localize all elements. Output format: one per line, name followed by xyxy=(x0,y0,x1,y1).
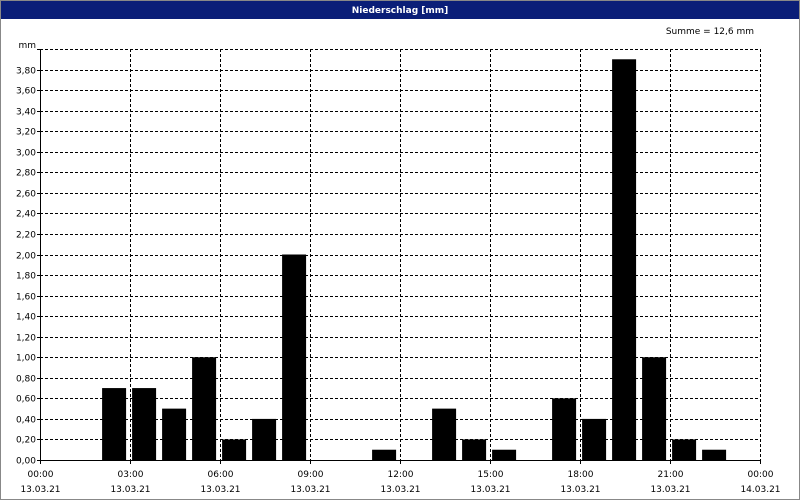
x-tick-label: 00:00 xyxy=(28,470,54,480)
y-tick-label: 1,00 xyxy=(16,354,36,364)
x-tick-date: 13.03.21 xyxy=(470,485,510,495)
x-tick-date: 13.03.21 xyxy=(560,485,600,495)
bar xyxy=(222,439,247,460)
bar xyxy=(552,398,577,460)
y-tick-label: 0,80 xyxy=(16,375,36,385)
x-tick-date: 13.03.21 xyxy=(200,485,240,495)
y-tick-label: 3,80 xyxy=(16,67,36,77)
y-tick-label: 1,20 xyxy=(16,334,36,344)
x-tick-date: 13.03.21 xyxy=(650,485,690,495)
bar xyxy=(252,418,277,460)
y-tick-label: 1,80 xyxy=(16,272,36,282)
y-tick-label: 2,40 xyxy=(16,210,36,220)
x-tick-label: 09:00 xyxy=(298,470,324,480)
y-tick-label: 2,00 xyxy=(16,252,36,262)
x-tick-label: 06:00 xyxy=(208,470,234,480)
x-tick-label: 15:00 xyxy=(478,470,504,480)
y-tick-label: 0,40 xyxy=(16,416,36,426)
bar xyxy=(432,408,457,460)
y-tick-label: 0,20 xyxy=(16,436,36,446)
x-tick-date: 13.03.21 xyxy=(380,485,420,495)
bar xyxy=(672,439,697,460)
x-tick-label: 18:00 xyxy=(568,470,594,480)
y-tick-label: 3,20 xyxy=(16,128,36,138)
x-tick-label: 03:00 xyxy=(118,470,144,480)
x-tick-date: 13.03.21 xyxy=(110,485,150,495)
y-tick-label: 3,00 xyxy=(16,149,36,159)
bar xyxy=(132,388,157,460)
y-axis-label: mm xyxy=(18,41,36,51)
x-tick-label: 12:00 xyxy=(388,470,414,480)
annotation: Summe = 12,6 mm xyxy=(666,27,754,37)
bar xyxy=(162,408,187,460)
y-tick-label: 2,20 xyxy=(16,231,36,241)
bar xyxy=(612,59,637,461)
bar xyxy=(192,357,217,460)
y-tick-label: 2,80 xyxy=(16,169,36,179)
chart-title: Niederschlag [mm] xyxy=(352,6,449,16)
y-tick-label: 3,40 xyxy=(16,108,36,118)
title-bar xyxy=(1,1,799,19)
y-tick-label: 0,60 xyxy=(16,395,36,405)
x-tick-date: 13.03.21 xyxy=(20,485,60,495)
x-tick-date: 14.03.21 xyxy=(740,485,780,495)
y-tick-label: 0,00 xyxy=(16,457,36,467)
bar xyxy=(642,357,667,460)
bar xyxy=(582,418,607,460)
x-tick-label: 00:00 xyxy=(748,470,774,480)
bar xyxy=(492,449,517,460)
bar xyxy=(372,449,397,460)
x-tick-label: 21:00 xyxy=(658,470,684,480)
y-tick-label: 2,60 xyxy=(16,190,36,200)
x-tick-date: 13.03.21 xyxy=(290,485,330,495)
y-tick-label: 1,60 xyxy=(16,293,36,303)
y-tick-label: 1,40 xyxy=(16,313,36,323)
bar xyxy=(282,254,307,460)
bar xyxy=(702,449,727,460)
bar xyxy=(102,388,127,460)
bar xyxy=(462,439,487,460)
y-tick-label: 3,60 xyxy=(16,87,36,97)
